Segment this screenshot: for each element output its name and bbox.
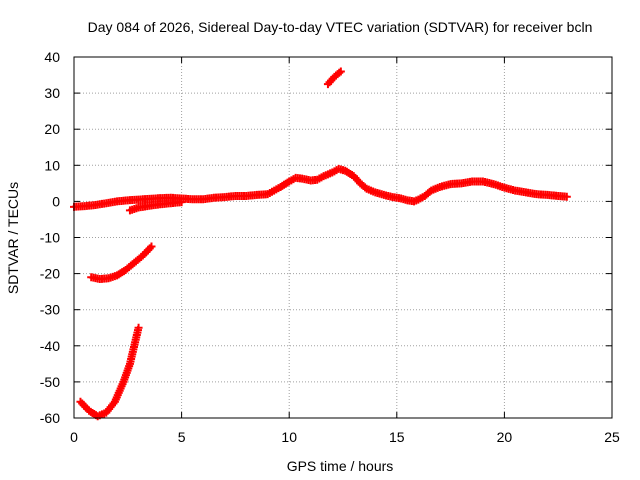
data-point	[336, 67, 345, 76]
data-point	[562, 192, 571, 201]
x-axis-label: GPS time / hours	[287, 458, 394, 474]
x-tick-label-20: 20	[497, 429, 513, 445]
y-axis-label: SDTVAR / TECUs	[5, 182, 21, 294]
y-tick-label--10: -10	[40, 230, 60, 246]
x-tick-label-0: 0	[70, 429, 78, 445]
data-point	[134, 323, 143, 332]
grid-lines	[74, 57, 612, 418]
x-tick-label-15: 15	[389, 429, 405, 445]
axis-ticks: 0 5 10 15 20 25 -60 -50 -40 -30 -20 -10 0 10 20 30 40	[40, 49, 620, 445]
y-tick-label--50: -50	[40, 374, 60, 390]
series-upper-segment	[323, 67, 345, 89]
series-mid-left-arc	[87, 242, 156, 284]
x-tick-label-5: 5	[178, 429, 186, 445]
y-tick-label-40: 40	[44, 49, 60, 65]
series-main-trace	[70, 164, 571, 211]
y-tick-label-0: 0	[52, 193, 60, 209]
y-tick-label--30: -30	[40, 302, 60, 318]
y-tick-label--20: -20	[40, 266, 60, 282]
data-point	[147, 242, 156, 251]
plot-frame	[73, 56, 613, 419]
data-point	[335, 68, 344, 77]
data-point	[177, 198, 186, 207]
y-tick-label-30: 30	[44, 85, 60, 101]
x-tick-label-25: 25	[604, 429, 620, 445]
y-tick-label-20: 20	[44, 121, 60, 137]
y-tick-label-10: 10	[44, 157, 60, 173]
y-tick-label--40: -40	[40, 338, 60, 354]
series-low-left-arc	[76, 323, 143, 421]
series-layer	[70, 67, 571, 421]
x-tick-label-10: 10	[281, 429, 297, 445]
chart-title: Day 084 of 2026, Sidereal Day-to-day VTE…	[88, 19, 593, 35]
y-tick-label--60: -60	[40, 410, 60, 426]
series-lower-trace	[125, 198, 186, 215]
